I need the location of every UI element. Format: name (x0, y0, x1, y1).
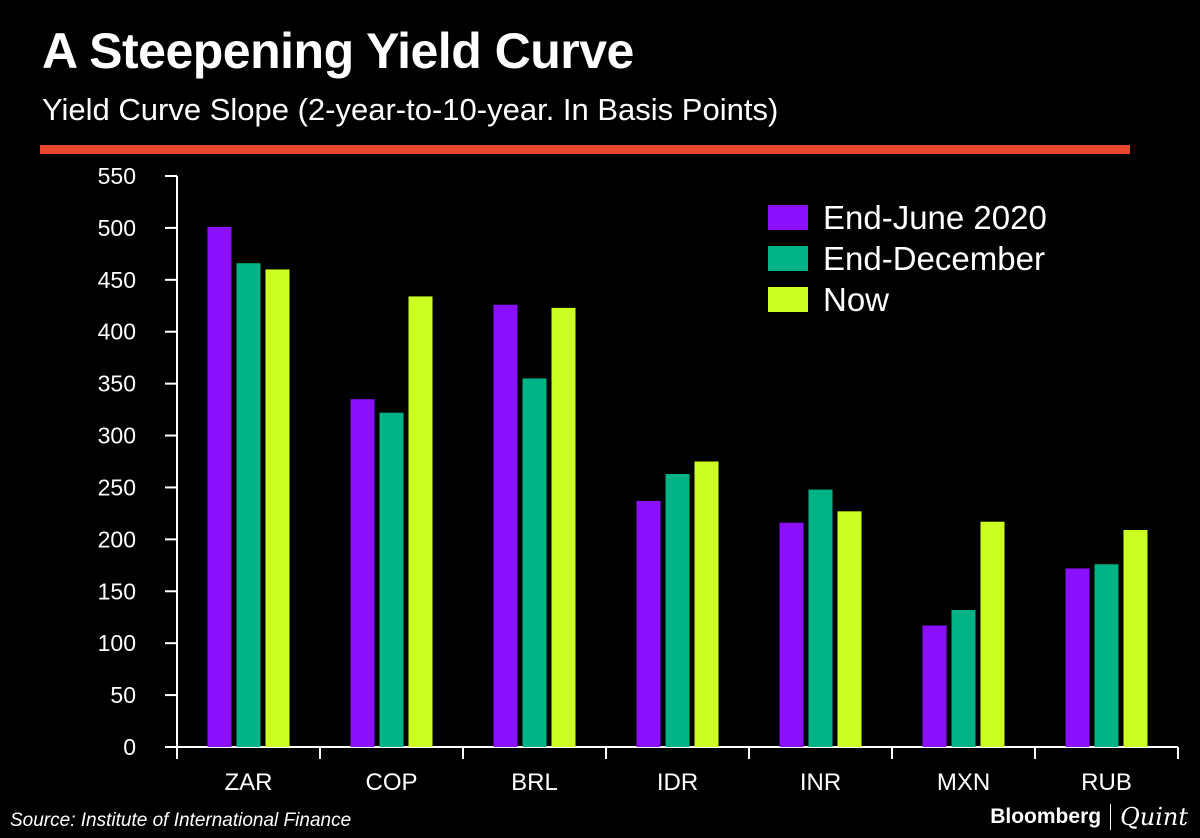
x-tick-label: MXN (937, 769, 990, 796)
bar (522, 378, 547, 747)
bar (1123, 530, 1148, 747)
legend-label: End-June 2020 (823, 199, 1047, 236)
bar (980, 521, 1005, 747)
x-tick-label: RUB (1081, 769, 1132, 796)
x-tick-label: COP (365, 769, 417, 796)
brand-secondary: Quint (1120, 803, 1188, 831)
chart-subtitle: Yield Curve Slope (2-year-to-10-year. In… (42, 92, 779, 127)
legend-label: End-December (823, 240, 1045, 277)
brand-primary: Bloomberg (990, 805, 1102, 828)
bar (665, 473, 690, 747)
bar (837, 511, 862, 747)
brand-logo: Bloomberg Quint (990, 803, 1188, 831)
y-tick-label: 150 (98, 578, 136, 604)
legend-swatch (768, 287, 808, 312)
bar (694, 461, 719, 747)
brand-separator (1110, 804, 1112, 830)
bar (493, 304, 518, 747)
legend-label: Now (823, 281, 889, 318)
bar (636, 500, 661, 747)
bar (1065, 568, 1090, 747)
bar (379, 412, 404, 747)
legend-swatch (768, 205, 808, 230)
y-tick-label: 0 (123, 734, 136, 760)
x-tick-label: ZAR (225, 769, 273, 796)
y-tick-label: 300 (98, 423, 136, 449)
bar (808, 489, 833, 747)
source-note: Source: Institute of International Finan… (10, 810, 352, 831)
x-tick-label: INR (800, 769, 841, 796)
bar (207, 226, 232, 747)
y-tick-label: 350 (98, 371, 136, 397)
chart-title: A Steepening Yield Curve (42, 23, 634, 79)
y-tick-label: 200 (98, 526, 136, 552)
y-tick-label: 500 (98, 215, 136, 241)
title-divider (40, 145, 1130, 154)
y-tick-label: 50 (110, 682, 136, 708)
legend-swatch (768, 246, 808, 271)
bar (951, 609, 976, 747)
bar (1094, 564, 1119, 747)
y-tick-label: 400 (98, 319, 136, 345)
bar (265, 269, 290, 747)
bar (922, 625, 947, 747)
bar (779, 522, 804, 747)
x-tick-label: IDR (657, 769, 698, 796)
x-tick-label: BRL (511, 769, 558, 796)
bar (350, 399, 375, 747)
bar (551, 307, 576, 747)
y-tick-label: 450 (98, 267, 136, 293)
bar (408, 296, 433, 747)
y-tick-label: 550 (98, 163, 136, 189)
y-tick-label: 250 (98, 474, 136, 500)
y-tick-label: 100 (98, 630, 136, 656)
bar (236, 263, 261, 747)
